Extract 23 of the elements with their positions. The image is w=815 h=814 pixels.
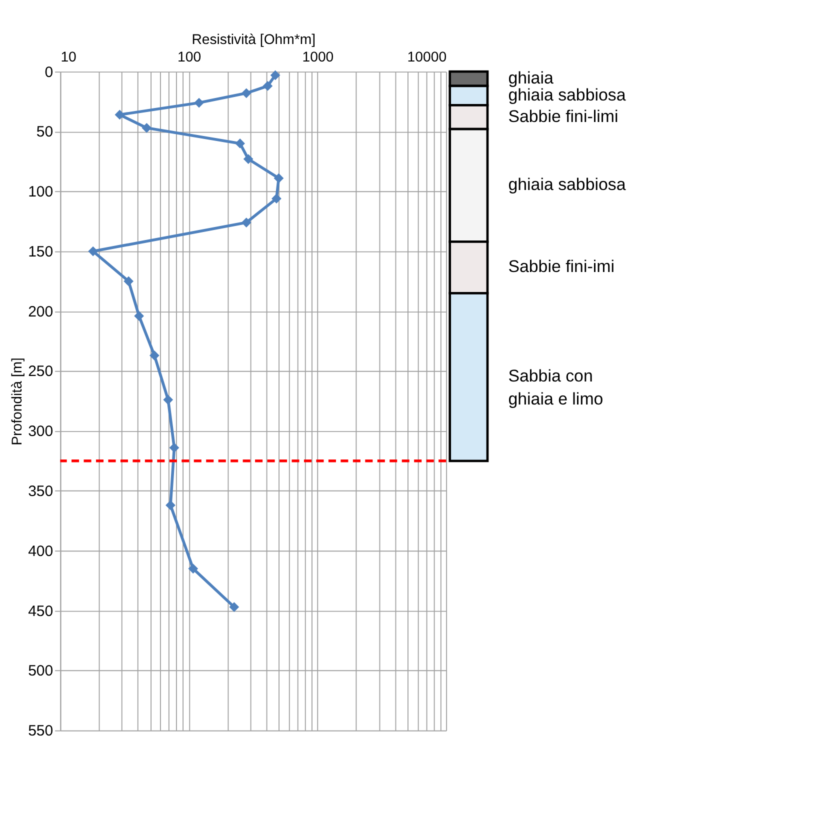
x-tick-label: 10000: [407, 48, 447, 65]
y-tick-label: 400: [28, 542, 54, 560]
y-tick-label: 100: [28, 184, 54, 201]
x-tick-label: 10: [60, 48, 77, 65]
x-tick-label: 1000: [302, 48, 334, 65]
y-tick-label: 50: [36, 124, 54, 141]
series-label: ghiaia sabbiosa: [508, 175, 626, 194]
y-tick-label: 250: [28, 363, 54, 380]
y-tick-label: 150: [28, 243, 54, 260]
series-label: Sabbia con ghiaia e limo: [508, 366, 604, 408]
y-tick-label: 300: [28, 423, 54, 440]
x-tick-label: 100: [178, 48, 202, 65]
y-tick-label: 500: [28, 662, 54, 680]
y-tick-label: 450: [28, 602, 54, 620]
y-tick-label: 550: [28, 722, 54, 740]
y-tick-label: 350: [28, 483, 54, 500]
x-axis-title: Resistività [Ohm*m]: [192, 30, 316, 47]
series-label: Sabbie fini-limi: [508, 106, 618, 126]
y-axis-title: Profondità [m]: [8, 358, 24, 446]
y-tick-label: 0: [44, 64, 54, 81]
series-label: Sabbie fini-imi: [508, 257, 614, 276]
y-tick-label: 200: [28, 303, 54, 320]
series-label: ghiaia: [508, 68, 554, 88]
